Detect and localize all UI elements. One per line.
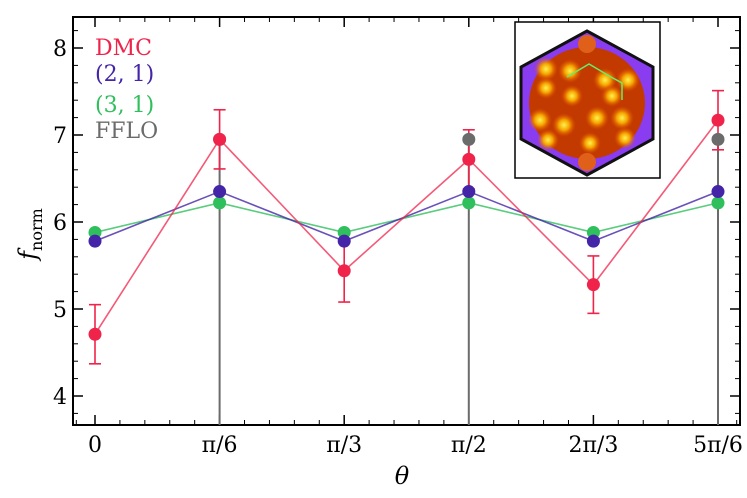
inset-blob bbox=[578, 35, 596, 53]
legend: DMC (2, 1) (3, 1) FFLO bbox=[95, 36, 158, 144]
data-point-3-1 bbox=[213, 196, 227, 210]
data-point-dmc bbox=[337, 264, 351, 278]
inset-blob bbox=[601, 85, 623, 107]
data-point-2-1 bbox=[586, 234, 600, 248]
inset-blob bbox=[534, 57, 558, 81]
inset-blob bbox=[528, 108, 552, 132]
data-point-fflo bbox=[711, 132, 725, 146]
data-point-dmc bbox=[586, 278, 600, 292]
y-axis-label: fnorm bbox=[14, 208, 46, 262]
y-tick-label: 8 bbox=[53, 37, 67, 62]
inset-blob bbox=[537, 129, 559, 151]
x-axis-label: θ bbox=[395, 462, 410, 490]
data-point-fflo bbox=[462, 132, 476, 146]
data-point-dmc bbox=[711, 113, 725, 127]
inset-blob bbox=[561, 85, 583, 107]
y-axis-label-sub: norm bbox=[27, 208, 46, 251]
data-point-3-1 bbox=[711, 196, 725, 210]
x-tick-label: 0 bbox=[88, 433, 102, 458]
inset-blob bbox=[578, 153, 596, 171]
data-point-dmc bbox=[213, 132, 227, 146]
data-point-2-1 bbox=[462, 185, 476, 199]
x-tick-label: π/2 bbox=[451, 433, 487, 458]
y-tick-label: 7 bbox=[53, 124, 67, 149]
y-tick-label: 4 bbox=[53, 385, 67, 410]
inset-blob bbox=[614, 127, 636, 149]
inset-blob bbox=[535, 77, 557, 99]
y-tick-label: 5 bbox=[53, 298, 67, 323]
svg-text:fnorm: fnorm bbox=[14, 208, 46, 262]
inset-bond-line bbox=[566, 63, 623, 100]
inset-blob bbox=[579, 132, 601, 154]
x-tick-label: π/6 bbox=[202, 433, 238, 458]
x-tick-label: π/3 bbox=[326, 433, 362, 458]
inset-hexagon-image bbox=[514, 21, 661, 179]
data-point-2-1 bbox=[88, 234, 102, 248]
series-line-2-1 bbox=[94, 190, 719, 243]
data-point-dmc bbox=[462, 152, 476, 166]
legend-entry-3-1: (3, 1) bbox=[95, 93, 154, 118]
inset-blob bbox=[552, 113, 576, 137]
plot-frame bbox=[72, 16, 741, 426]
inset-blob bbox=[558, 59, 582, 83]
inset-blob bbox=[610, 106, 634, 130]
inset-hexagon-border bbox=[519, 29, 655, 177]
data-point-3-1 bbox=[462, 196, 476, 210]
legend-entry-fflo: FFLO bbox=[95, 119, 158, 144]
legend-entry-dmc: DMC bbox=[95, 36, 152, 61]
y-tick-label: 6 bbox=[53, 211, 67, 236]
series-line-3-1 bbox=[94, 202, 719, 234]
data-point-dmc bbox=[88, 327, 102, 341]
x-tick-label: 5π/6 bbox=[693, 433, 743, 458]
inset-blob bbox=[585, 106, 609, 130]
legend-entry-2-1: (2, 1) bbox=[95, 62, 154, 87]
x-tick-label: 2π/3 bbox=[568, 433, 618, 458]
ticks-layer bbox=[73, 17, 740, 425]
tick-labels: 4 5 6 7 8 0 π/6 π/3 π/2 2π/3 5π/6 bbox=[53, 37, 743, 458]
series-layer bbox=[88, 89, 725, 425]
data-point-2-1 bbox=[213, 185, 227, 199]
data-point-2-1 bbox=[337, 234, 351, 248]
series-line-dmc bbox=[94, 119, 719, 335]
data-point-2-1 bbox=[711, 185, 725, 199]
